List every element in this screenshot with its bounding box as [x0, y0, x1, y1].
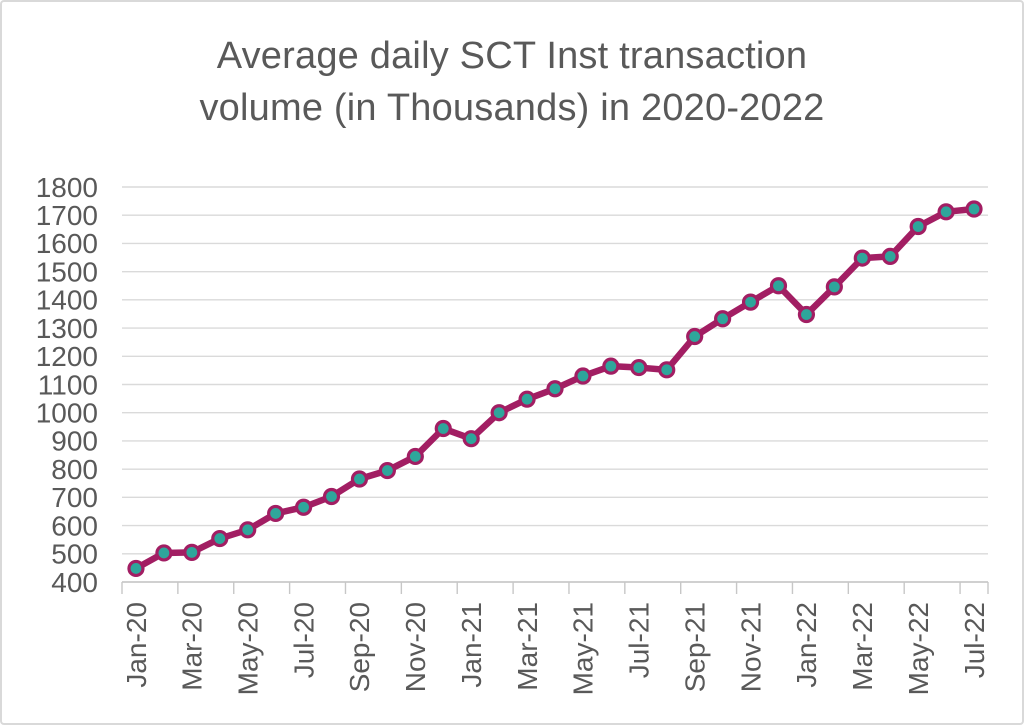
data-point-marker — [546, 380, 564, 398]
data-point-marker — [658, 361, 676, 379]
x-axis-tick-label: Nov-21 — [735, 602, 766, 692]
x-axis-tick-label: Mar-22 — [847, 602, 878, 691]
data-point-marker — [350, 470, 369, 488]
x-axis-tick-label: Sep-20 — [344, 602, 375, 692]
x-axis-tick-label: Jan-22 — [791, 602, 822, 688]
chart-title: Average daily SCT Inst transaction volum… — [2, 30, 1022, 135]
data-point-marker — [155, 544, 173, 562]
y-axis-tick-label: 1600 — [36, 228, 98, 259]
data-point-marker — [937, 203, 955, 221]
data-point-marker — [183, 543, 201, 561]
y-axis-tick-label: 900 — [51, 426, 98, 457]
y-axis-tick-label: 1700 — [36, 200, 98, 231]
y-axis-tick-label: 1300 — [36, 313, 98, 344]
data-point-marker — [630, 358, 648, 377]
y-axis-tick-label: 1100 — [38, 369, 98, 400]
x-axis-tick-label: Jan-21 — [456, 602, 487, 688]
data-point-marker — [714, 310, 732, 328]
data-point-marker — [434, 419, 452, 438]
y-axis-tick-label: 600 — [51, 510, 98, 541]
data-point-marker — [267, 504, 285, 523]
data-point-marker — [602, 357, 620, 375]
data-point-marker — [490, 404, 508, 422]
y-axis-tick-label: 500 — [51, 539, 98, 570]
data-point-marker — [518, 390, 536, 408]
x-axis-tick-label: Jul-22 — [959, 602, 990, 678]
x-axis-tick-label: Mar-20 — [177, 602, 208, 691]
y-axis-tick-label: 1200 — [36, 341, 98, 372]
data-point-marker — [378, 461, 396, 480]
data-point-marker — [239, 521, 257, 539]
data-point-marker — [909, 217, 927, 236]
x-axis-tick-label: May-20 — [233, 602, 264, 695]
data-point-marker — [769, 277, 788, 295]
x-axis-tick-label: Jul-21 — [624, 602, 655, 678]
x-axis-tick-label: Mar-21 — [512, 602, 543, 691]
y-axis-tick-label: 1400 — [36, 285, 98, 316]
y-axis-tick-label: 1800 — [36, 172, 98, 203]
data-point-marker — [294, 498, 313, 516]
data-point-marker — [574, 367, 592, 385]
x-axis-tick-label: Nov-20 — [400, 602, 431, 692]
data-point-marker — [322, 487, 341, 506]
y-axis-tick-label: 800 — [51, 454, 98, 485]
chart-title-line-2: volume (in Thousands) in 2020-2022 — [199, 87, 825, 130]
data-point-marker — [211, 529, 229, 548]
x-axis-tick-label: Jan-20 — [121, 602, 152, 688]
y-axis-tick-label: 1500 — [36, 256, 98, 287]
data-point-marker — [881, 247, 899, 266]
data-point-marker — [462, 430, 480, 448]
y-axis-tick-label: 1000 — [36, 398, 98, 429]
y-axis-tick-label: 700 — [51, 482, 98, 513]
data-point-marker — [797, 305, 816, 324]
x-axis-tick-label: May-21 — [568, 602, 599, 695]
x-axis-tick-label: Sep-21 — [679, 602, 710, 692]
chart-title-line-1: Average daily SCT Inst transaction — [216, 35, 808, 77]
y-axis-tick-label: 400 — [51, 567, 98, 598]
data-point-marker — [741, 293, 760, 311]
x-axis-tick-label: Jul-20 — [288, 602, 319, 678]
data-point-marker — [127, 559, 145, 578]
data-point-marker — [406, 447, 424, 466]
data-point-marker — [853, 249, 871, 267]
data-point-marker — [825, 278, 843, 296]
x-axis-tick-label: May-22 — [903, 602, 934, 695]
data-point-marker — [965, 200, 983, 218]
data-point-marker — [686, 327, 704, 346]
